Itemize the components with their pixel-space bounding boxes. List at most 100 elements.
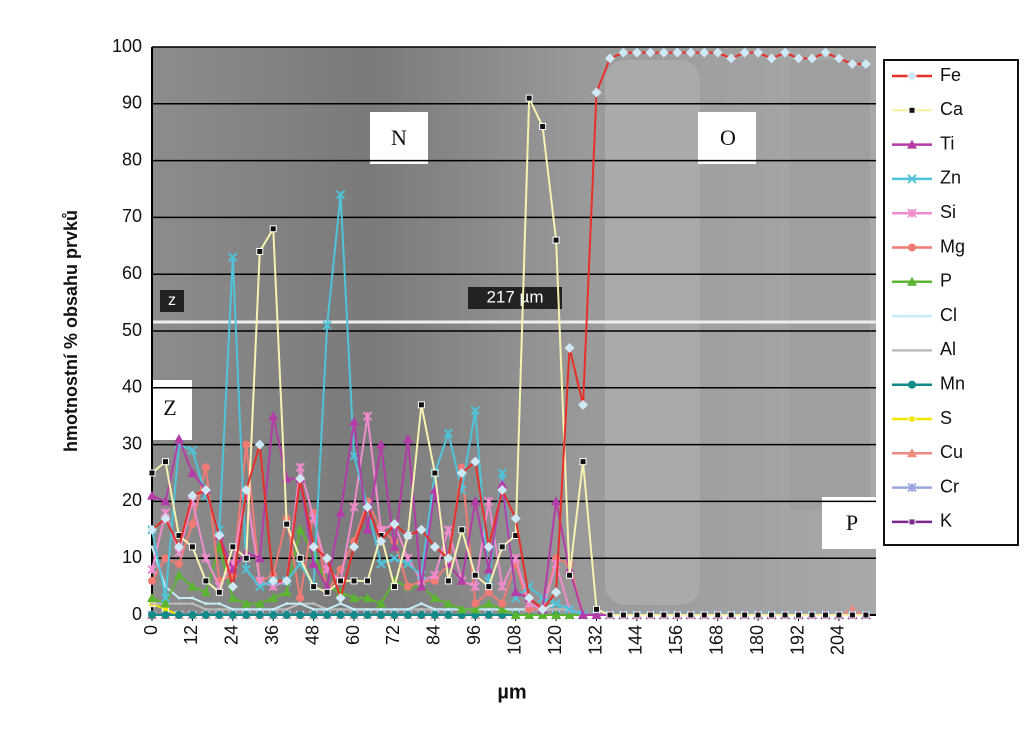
point [242,440,251,449]
point [337,577,345,585]
legend-label: Mg [940,236,965,256]
x-tick-label: 168 [706,625,726,655]
point [907,174,917,184]
x-tick-label: 84 [424,625,444,645]
point [269,611,278,619]
point [456,604,467,614]
point [201,611,210,619]
point [808,611,816,619]
point [685,47,696,58]
point [200,587,211,597]
legend-label: Fe [940,65,961,85]
point [754,611,762,619]
point [188,520,197,529]
point [366,607,370,611]
point [241,485,252,496]
point [177,596,181,600]
point [376,611,385,619]
point [190,596,194,600]
legend-label: Ti [940,133,954,153]
point [229,543,237,551]
point [339,602,343,606]
point [200,485,211,496]
point [148,576,156,585]
y-tick-label: 90 [122,93,142,113]
point [591,610,602,619]
point [443,598,454,608]
point [910,314,914,318]
point [645,47,656,58]
point [214,530,225,541]
point [566,571,574,579]
point [537,604,548,615]
point [173,570,184,580]
point [847,59,858,70]
point [847,604,858,614]
y-tick-label: 0 [132,604,142,624]
point [833,53,844,64]
series-0 [147,47,871,615]
point [403,559,413,569]
point [908,415,916,423]
point [362,502,373,513]
point [417,401,425,409]
point [402,433,413,443]
point [484,496,494,507]
point [510,513,521,524]
point [147,490,157,500]
point [430,576,439,585]
point [389,575,400,585]
point [231,607,235,611]
point [739,47,750,58]
point [309,611,318,619]
legend-label: Ca [940,99,964,119]
point [848,611,856,619]
y-axis-label: hmotnostní % obsahu prvků [61,210,81,452]
point [173,541,184,552]
point [699,47,710,58]
point [444,611,453,619]
point [660,611,668,619]
point [201,463,210,472]
point [419,607,423,611]
point [187,490,198,501]
point [160,598,171,608]
y-tick-label: 60 [122,263,142,283]
point [497,468,507,478]
annotation: O [720,125,736,150]
point [510,553,521,563]
point [551,610,562,619]
point [907,208,917,218]
point [308,541,319,552]
point [510,587,521,597]
point [471,599,480,608]
point [375,536,386,547]
y-tick-label: 30 [122,433,142,453]
point [443,525,454,535]
point [907,448,917,458]
point [349,416,360,426]
point [564,610,575,619]
point [456,575,467,585]
point [150,602,154,606]
y-tick-label: 50 [122,320,142,340]
point [446,607,450,611]
point [807,53,818,64]
point [430,570,440,580]
legend-label: Zn [940,168,961,188]
point [217,607,221,611]
point [339,607,343,611]
point [392,607,396,611]
point [255,581,265,592]
point [485,583,493,591]
x-tick-label: 36 [262,625,282,645]
point [271,607,275,611]
point [389,553,400,563]
point [907,482,917,493]
point [350,577,358,585]
point [514,607,518,611]
point [241,598,252,608]
point [187,445,198,455]
point [389,519,400,530]
